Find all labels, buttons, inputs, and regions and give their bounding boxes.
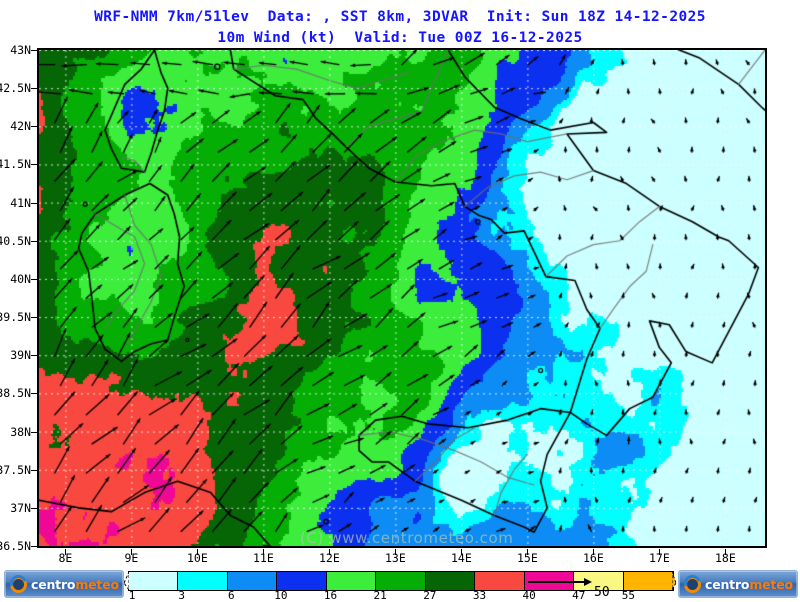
centrometeo-ring-icon: [10, 575, 27, 593]
legend-right-connector: [672, 571, 676, 592]
wind-speed-contour-canvas: [39, 50, 765, 546]
legend-band[interactable]: [129, 572, 179, 590]
lon-tick-label: 14E: [451, 551, 472, 565]
lon-tick-label: 11E: [253, 551, 274, 565]
legend-tick-label: 40: [522, 589, 536, 602]
lat-tick-label: 40.5N: [0, 233, 31, 248]
lat-tick-label: 42.5N: [0, 81, 31, 96]
lat-tick-label: 39N: [10, 348, 31, 363]
lat-tick-label: 36.5N: [0, 539, 31, 553]
centrometeo-ring-icon: [684, 575, 701, 593]
legend-band[interactable]: [227, 572, 278, 590]
legend-band[interactable]: [475, 572, 525, 590]
lat-tick: [31, 240, 37, 242]
legend-annotation-value: 50: [594, 585, 610, 600]
legend-tick-label: 47: [572, 589, 586, 602]
legend-left-connector: [124, 571, 129, 591]
lon-tick: [461, 549, 463, 555]
lon-tick-label: 15E: [517, 551, 538, 565]
legend-arrow-annotation: [528, 578, 594, 586]
lon-tick: [395, 549, 397, 555]
logo-word-centro: centro: [705, 576, 750, 592]
lat-tick-label: 38.5N: [0, 386, 31, 401]
legend-tick-label: 10: [274, 589, 288, 602]
logo-wordmark: centrometeo: [31, 577, 119, 592]
legend-band[interactable]: [623, 572, 673, 590]
legend-band[interactable]: [376, 572, 426, 590]
lat-tick-label: 40N: [10, 271, 31, 286]
lon-tick: [197, 549, 199, 555]
lat-tick: [31, 126, 37, 128]
legend-tick-label: 33: [472, 589, 487, 602]
lat-tick: [31, 507, 37, 509]
lon-tick: [329, 549, 331, 555]
lat-tick-label: 41.5N: [0, 157, 31, 172]
page-title-line-2: 10m Wind (kt) Valid: Tue 00Z 16-12-2025: [217, 30, 583, 46]
legend-tick-label: 16: [323, 589, 338, 602]
legend-tick-label: 1: [128, 589, 136, 602]
logo-wordmark: centrometeo: [705, 577, 793, 592]
lat-tick: [31, 317, 37, 319]
lon-tick-label: 17E: [649, 551, 670, 565]
lat-tick-label: 37N: [10, 500, 31, 515]
lon-tick-label: 18E: [715, 551, 736, 565]
color-scale-tick-labels: 1 3 6 10 16 21 27 33 40 47 55: [128, 589, 674, 602]
lat-tick: [31, 355, 37, 357]
lat-tick-label: 43N: [10, 43, 31, 57]
legend-tick-label: 3: [178, 589, 185, 602]
logo-word-meteo: meteo: [749, 576, 793, 592]
lat-tick: [31, 88, 37, 90]
legend-band[interactable]: [178, 572, 228, 590]
map-plot-area[interactable]: [37, 48, 767, 548]
legend-band[interactable]: [277, 572, 327, 590]
lon-tick: [725, 549, 727, 555]
page-title-line-1: WRF-NMM 7km/51lev Data: , SST 8km, 3DVAR…: [94, 9, 706, 25]
lon-tick-label: 12E: [319, 551, 340, 565]
logo-word-centro: centro: [31, 576, 76, 592]
legend-tick-label: 55: [621, 589, 635, 602]
centrometeo-logo-right[interactable]: centrometeo: [678, 570, 798, 598]
lon-tick-label: 8E: [58, 551, 73, 565]
lat-tick: [31, 469, 37, 471]
lon-tick-label: 13E: [385, 551, 406, 565]
lat-tick: [31, 393, 37, 395]
centrometeo-logo-left[interactable]: centrometeo: [4, 570, 124, 598]
legend-band[interactable]: [326, 572, 377, 590]
legend-tick-label: 6: [227, 589, 235, 602]
lat-tick-label: 42N: [10, 119, 31, 134]
legend-tick-label: 21: [373, 589, 387, 602]
lon-tick: [593, 549, 595, 555]
logo-word-meteo: meteo: [75, 576, 119, 592]
lat-tick: [31, 202, 37, 204]
lat-tick: [31, 431, 37, 433]
lat-tick-label: 41N: [10, 195, 31, 210]
lon-tick-label: 16E: [583, 551, 604, 565]
lon-tick: [527, 549, 529, 555]
lon-tick-label: 10E: [187, 551, 208, 565]
lat-tick: [31, 278, 37, 280]
watermark-text: (C) www.centrometeo.com: [300, 529, 514, 547]
lon-tick: [65, 549, 67, 555]
legend-tick-label: 27: [423, 589, 437, 602]
lat-tick: [31, 164, 37, 166]
legend-band[interactable]: [425, 572, 476, 590]
lon-tick-label: 9E: [124, 551, 139, 565]
lat-tick-label: 38N: [10, 424, 31, 439]
lat-tick-label: 37.5N: [0, 462, 31, 477]
lon-tick: [659, 549, 661, 555]
lat-tick-label: 39.5N: [0, 310, 31, 325]
lat-tick: [31, 546, 37, 547]
lon-tick: [263, 549, 265, 555]
lat-tick: [31, 50, 37, 51]
lon-tick: [131, 549, 133, 555]
